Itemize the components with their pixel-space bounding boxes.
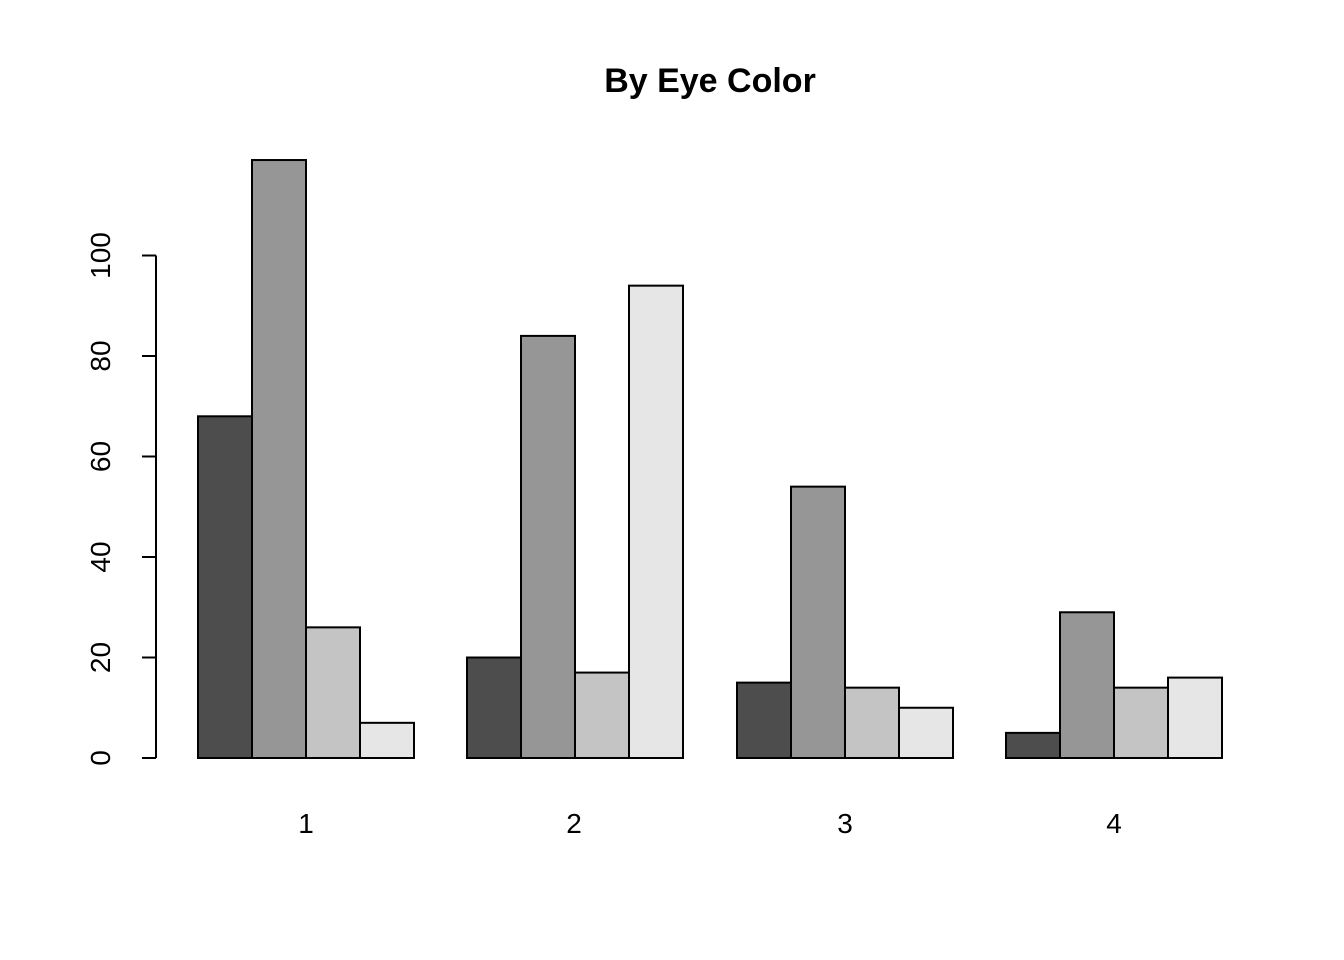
bar-cat4-series4 — [1167, 676, 1223, 759]
y-tick-label-60: 60 — [85, 441, 116, 472]
bar-cat4-series1 — [1005, 731, 1061, 759]
bar-cat4-series2 — [1059, 611, 1115, 760]
bar-cat2-series4 — [628, 284, 684, 759]
y-axis: 0 20 40 60 80 100 — [85, 232, 157, 766]
bar-cat1-series2 — [251, 159, 307, 759]
x-category-label-3: 3 — [837, 808, 853, 839]
bar-cat1-series1 — [197, 415, 253, 759]
bar-cat2-series1 — [466, 656, 522, 759]
y-tick-label-20: 20 — [85, 642, 116, 673]
bar-cat3-series4 — [898, 706, 954, 759]
bar-cat3-series3 — [844, 686, 900, 760]
bar-cat1-series3 — [305, 626, 361, 759]
bar-cat1-series4 — [359, 721, 415, 760]
y-tick-label-40: 40 — [85, 541, 116, 572]
bar-cat3-series2 — [790, 485, 846, 759]
y-tick-label-0: 0 — [85, 750, 116, 766]
bar-cat4-series3 — [1113, 686, 1169, 760]
bar-cat2-series2 — [520, 334, 576, 759]
x-category-label-1: 1 — [298, 808, 314, 839]
chart-title: By Eye Color — [604, 62, 816, 100]
x-axis-labels: 1 2 3 4 — [298, 808, 1122, 839]
x-category-label-4: 4 — [1106, 808, 1122, 839]
bar-cat2-series3 — [574, 671, 630, 760]
y-tick-label-80: 80 — [85, 340, 116, 371]
x-category-label-2: 2 — [566, 808, 582, 839]
bars-group — [197, 159, 1223, 760]
y-tick-label-100: 100 — [85, 232, 116, 279]
bar-cat3-series1 — [736, 681, 792, 759]
